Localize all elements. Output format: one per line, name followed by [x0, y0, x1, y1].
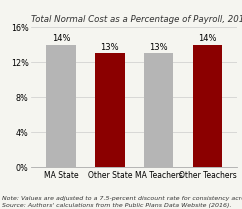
Bar	[193, 45, 222, 167]
Bar	[95, 54, 125, 167]
Text: Total Normal Cost as a Percentage of Payroll, 2016: Total Normal Cost as a Percentage of Pay…	[31, 15, 242, 24]
Text: 14%: 14%	[52, 34, 70, 43]
Bar	[46, 45, 76, 167]
Text: 13%: 13%	[150, 43, 168, 52]
Text: 14%: 14%	[198, 34, 217, 43]
Text: 13%: 13%	[100, 43, 119, 52]
Text: Note: Values are adjusted to a 7.5-percent discount rate for consistency across : Note: Values are adjusted to a 7.5-perce…	[2, 196, 242, 208]
Bar	[144, 54, 174, 167]
